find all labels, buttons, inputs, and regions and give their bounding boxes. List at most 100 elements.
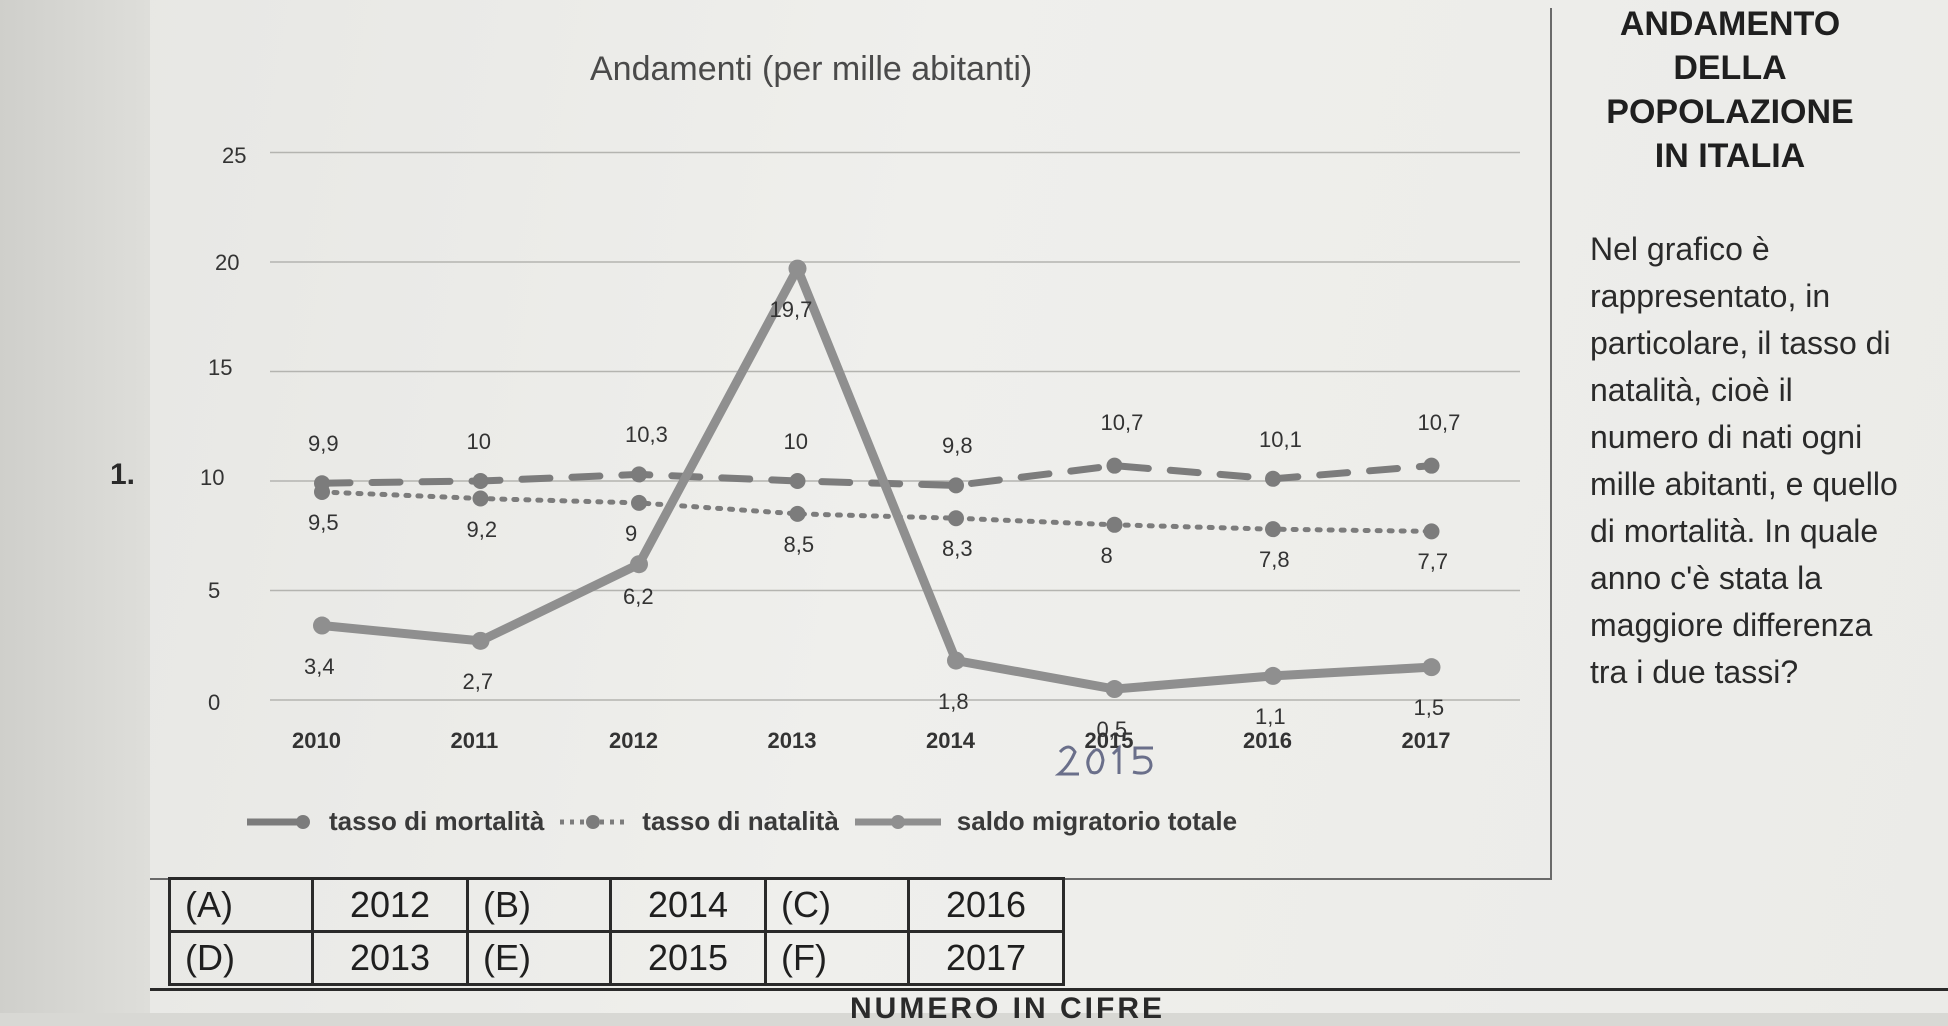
data-label: 0,5 xyxy=(1096,717,1128,743)
answer-option-year[interactable]: 2012 xyxy=(311,877,469,933)
data-point xyxy=(948,477,964,494)
data-point xyxy=(1106,516,1123,533)
y-tick-5: 5 xyxy=(208,578,221,603)
series-line-2 xyxy=(317,264,1436,694)
data-label: 19,7 xyxy=(769,296,813,322)
data-label: 8,3 xyxy=(942,536,973,562)
data-point xyxy=(1106,457,1123,474)
answer-option-letter[interactable]: (C) xyxy=(764,877,910,933)
data-label: 3,4 xyxy=(304,653,335,679)
data-label: 6,2 xyxy=(623,584,654,610)
data-label: 7,8 xyxy=(1259,547,1290,573)
answer-row: (D) 2013 (E) 2015 (F) 2017 xyxy=(168,930,1065,986)
data-label: 2,7 xyxy=(462,668,494,694)
section-title: ANDAMENTO DELLA POPOLAZIONE IN ITALIA xyxy=(1560,2,1900,178)
x-tick-label: 2011 xyxy=(450,728,499,753)
page-margin xyxy=(0,0,150,1013)
data-label: 10,7 xyxy=(1417,409,1461,435)
data-label: 10,3 xyxy=(625,422,668,448)
legend-symbol-saldo xyxy=(854,814,941,829)
legend-label-mortalita: tasso di mortalità xyxy=(329,806,545,836)
answer-option-year[interactable]: 2016 xyxy=(907,877,1065,933)
data-point xyxy=(472,490,489,507)
section-title-line: ANDAMENTO xyxy=(1619,5,1841,43)
data-point xyxy=(631,494,647,511)
data-label: 10 xyxy=(466,429,491,454)
section-title-line: IN ITALIA xyxy=(1654,137,1806,175)
data-point xyxy=(631,466,647,483)
series-line-1 xyxy=(319,489,1434,534)
legend-symbol-mortalita xyxy=(247,814,310,829)
data-point xyxy=(947,651,965,670)
legend-label-natalita: tasso di natalità xyxy=(642,806,839,836)
x-tick-label: 2017 xyxy=(1401,728,1451,753)
data-point xyxy=(630,555,648,574)
data-point xyxy=(789,473,806,489)
data-label: 10,7 xyxy=(1100,409,1144,435)
answer-option-year[interactable]: 2015 xyxy=(609,930,767,986)
data-point xyxy=(788,259,807,278)
handwritten-note: 2015 xyxy=(1055,744,1153,776)
footer-rule xyxy=(150,988,1948,1016)
data-label: 9,5 xyxy=(308,509,339,535)
data-point xyxy=(1423,457,1440,474)
answer-option-year[interactable]: 2017 xyxy=(907,930,1065,986)
series-line-0 xyxy=(318,462,1435,489)
data-label: 7,7 xyxy=(1417,549,1449,575)
y-tick-10: 10 xyxy=(200,465,225,490)
data-point xyxy=(1265,470,1281,487)
answer-option-year[interactable]: 2013 xyxy=(311,930,469,986)
section-title-line: POPOLAZIONE xyxy=(1606,93,1854,131)
footer-label: NUMERO IN CIFRE xyxy=(850,992,1165,1025)
data-label: 9,8 xyxy=(942,433,973,459)
chart-legend: tasso di mortalità tasso di natalità sal… xyxy=(245,806,1237,837)
data-point xyxy=(472,473,489,489)
x-tick-label: 2016 xyxy=(1243,728,1292,753)
chart-title: Andamenti (per mille abitanti) xyxy=(590,50,1033,88)
data-label: 9 xyxy=(625,520,638,546)
legend-label-saldo: saldo migratorio totale xyxy=(956,806,1238,836)
chart-gridlines xyxy=(270,151,1520,701)
data-label: 1,1 xyxy=(1255,703,1286,729)
y-tick-25: 25 xyxy=(222,143,247,168)
chart-series xyxy=(313,259,1441,699)
question-text: Nel grafico è rappresentato, in particol… xyxy=(1590,231,1898,690)
data-point xyxy=(313,616,331,635)
answer-row: (A) 2012 (B) 2014 (C) 2016 xyxy=(168,877,1065,933)
data-point xyxy=(1105,680,1124,699)
data-label: 9,2 xyxy=(466,516,498,542)
data-point xyxy=(1265,521,1281,538)
x-tick-label: 2015 xyxy=(1084,728,1134,753)
data-label: 9,9 xyxy=(308,431,339,457)
section-title-line: DELLA xyxy=(1673,49,1787,87)
y-tick-15: 15 xyxy=(208,355,233,380)
answer-option-year[interactable]: 2014 xyxy=(609,877,767,933)
data-point xyxy=(789,505,806,522)
data-point xyxy=(471,631,490,650)
data-label: 10 xyxy=(783,429,808,454)
data-label: 10,1 xyxy=(1259,426,1302,452)
data-label: 1,5 xyxy=(1413,695,1445,721)
data-label: 1,8 xyxy=(938,688,969,714)
data-point xyxy=(314,483,330,500)
x-tick-label: 2014 xyxy=(926,728,975,753)
x-tick-label: 2013 xyxy=(767,728,817,753)
answer-option-letter[interactable]: (B) xyxy=(466,877,612,933)
answer-option-letter[interactable]: (A) xyxy=(168,877,314,933)
answer-option-letter[interactable]: (D) xyxy=(168,930,314,986)
data-label: 8 xyxy=(1100,542,1113,568)
data-point xyxy=(948,510,964,527)
x-tick-label: 2010 xyxy=(292,728,341,753)
answer-option-letter[interactable]: (E) xyxy=(466,930,612,986)
question-number: 1. xyxy=(110,458,136,491)
answer-option-letter[interactable]: (F) xyxy=(764,930,910,986)
legend-symbol-natalita xyxy=(560,814,627,829)
data-label: 8,5 xyxy=(783,531,815,557)
data-point xyxy=(1422,658,1441,677)
data-point xyxy=(1423,523,1440,540)
x-tick-label: 2012 xyxy=(609,728,658,753)
y-tick-0: 0 xyxy=(208,690,221,715)
y-tick-20: 20 xyxy=(215,250,240,275)
